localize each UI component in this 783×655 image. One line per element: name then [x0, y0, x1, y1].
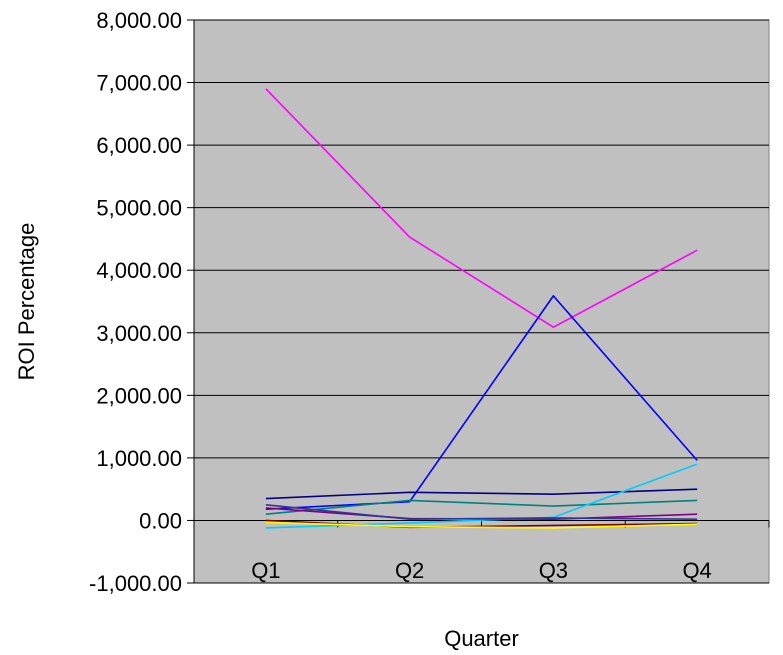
- series-lines: [265, 88, 698, 529]
- series-line-3: [265, 488, 698, 500]
- y-tick-label: 6,000.00: [96, 133, 182, 158]
- y-axis-title: ROI Percentage: [14, 223, 39, 381]
- y-tick-label: 0.00: [139, 508, 182, 533]
- y-tick-label: 7,000.00: [96, 71, 182, 96]
- y-tick-label: 5,000.00: [96, 196, 182, 221]
- x-tick-label: Q4: [682, 558, 711, 583]
- x-tick-label: Q1: [251, 558, 280, 583]
- series-line-9: [265, 504, 698, 520]
- y-tick-label: -1,000.00: [89, 571, 182, 596]
- series-line-8: [265, 521, 698, 529]
- series-line-4: [265, 499, 698, 515]
- series-line-5: [265, 463, 698, 529]
- y-tick-label: 3,000.00: [96, 321, 182, 346]
- x-axis-title: Quarter: [444, 626, 519, 651]
- y-tick-label: 2,000.00: [96, 383, 182, 408]
- series-line-2: [265, 295, 698, 510]
- y-axis-ticks: -1,000.00 0.00 1,000.00 2,000.00 3,000.00 4,0…: [89, 8, 195, 596]
- x-tick-label: Q3: [539, 558, 568, 583]
- y-tick-label: 1,000.00: [96, 446, 182, 471]
- x-tick-label: Q2: [395, 558, 424, 583]
- x-axis-ticks: Q1 Q2 Q3 Q4: [193, 520, 770, 583]
- series-line-1: [265, 88, 698, 328]
- y-tick-label: 8,000.00: [96, 8, 182, 33]
- y-tick-label: 4,000.00: [96, 258, 182, 283]
- gridlines: [194, 19, 769, 584]
